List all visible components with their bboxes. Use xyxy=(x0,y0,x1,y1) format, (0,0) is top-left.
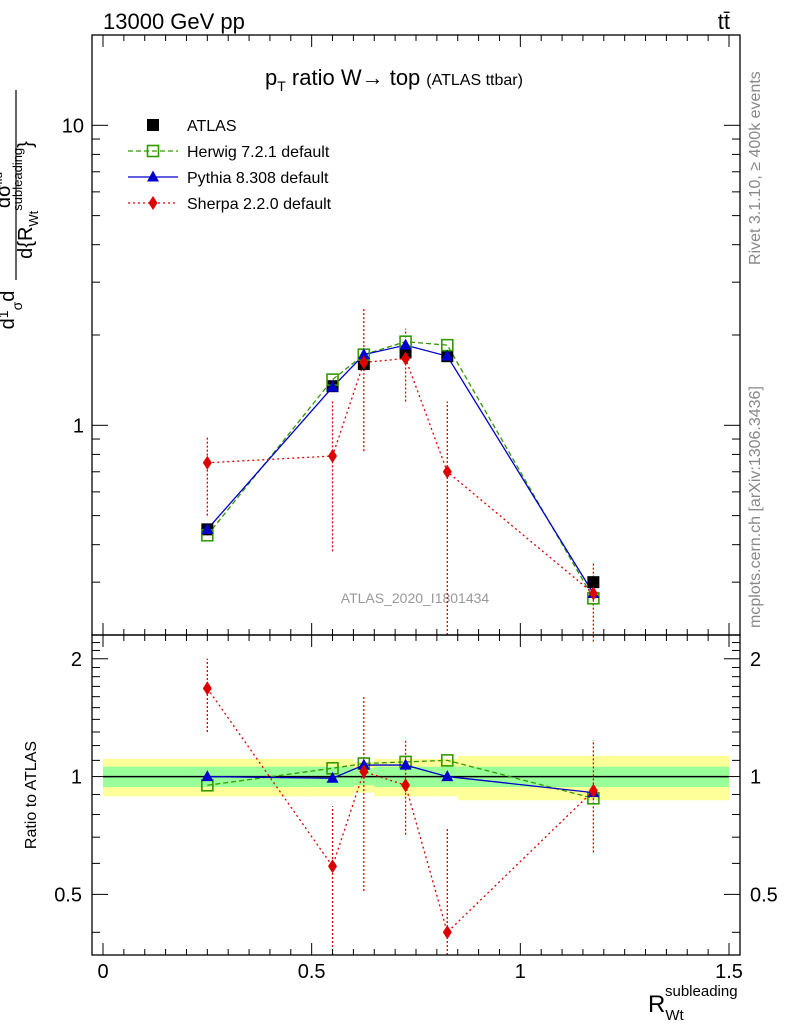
series-point xyxy=(399,338,412,350)
y-axis-label-main: d{RWtsubleading} dσfid d1σd xyxy=(0,90,41,329)
x-tick-label: 1.5 xyxy=(715,961,743,983)
legend-marker xyxy=(147,170,159,182)
mcplots-label: mcplots.cern.ch [arXiv:1306.3436] xyxy=(747,386,764,628)
series-point xyxy=(401,351,411,366)
energy-label: 13000 GeV pp xyxy=(103,9,245,34)
legend-marker xyxy=(146,144,160,158)
legend: ATLAS Herwig 7.2.1 default Pythia 8.308 de… xyxy=(128,118,332,213)
series-line xyxy=(207,357,594,595)
x-tick-label: 0.5 xyxy=(298,961,326,983)
x-tick-label: 0 xyxy=(97,961,108,983)
series-point xyxy=(202,455,212,470)
axes: 0 0.5 1 1.5 1 10 0.5 0.5 1 1 2 2 xyxy=(54,34,778,983)
ratio-series-point xyxy=(588,783,598,798)
ratio-series-line xyxy=(207,764,594,794)
ratio-series-point xyxy=(441,770,454,782)
y-axis-label-ratio: Ratio to ATLAS xyxy=(23,741,40,849)
chart-title: pT ratio W→ top (ATLAS ttbar) xyxy=(265,65,523,94)
main-plot-area xyxy=(201,308,600,642)
x-tick-label: 1 xyxy=(515,961,526,983)
series-point xyxy=(441,349,454,361)
series-point xyxy=(328,449,338,464)
ratio-y-tick-label: 2 xyxy=(71,649,82,671)
ratio-uncertainty-bands xyxy=(103,755,729,801)
series-line xyxy=(206,341,594,599)
analysis-watermark: ATLAS_2020_I1801434 xyxy=(341,590,490,606)
ratio-y-tick-label: 1 xyxy=(71,767,82,789)
series-point xyxy=(359,355,369,370)
ratio-series-point xyxy=(328,859,338,874)
series-line xyxy=(206,344,594,594)
series-point xyxy=(442,464,452,479)
x-axis-label-superscript: subleading xyxy=(665,983,738,1000)
ratio-series-point xyxy=(442,925,452,940)
y-axis-label-prefix: d1σd xyxy=(0,291,25,330)
ratio-y-tick-label-right: 2 xyxy=(750,649,761,671)
ratio-y-tick-label-right: 1 xyxy=(750,767,761,789)
ratio-series-point xyxy=(399,758,412,770)
ratio-series-line xyxy=(207,759,594,799)
x-axis-label: RWt xyxy=(648,991,685,1024)
series-point xyxy=(201,522,214,534)
ratio-y-tick-label: 0.5 xyxy=(54,884,82,906)
ratio-series-line xyxy=(206,688,594,934)
y-tick-label: 1 xyxy=(73,415,84,437)
data-point xyxy=(587,576,600,589)
legend-marker xyxy=(147,119,159,131)
y-tick-label: 10 xyxy=(62,115,84,137)
legend-label: Sherpa 2.2.0 default xyxy=(187,196,332,213)
ratio-series-point xyxy=(401,778,411,793)
rivet-label: Rivet 3.1.10, ≥ 400k events xyxy=(747,71,764,265)
legend-label: Pythia 8.308 default xyxy=(187,170,329,187)
legend-label: ATLAS xyxy=(187,118,237,135)
ratio-series-point xyxy=(359,764,369,779)
series-point xyxy=(326,380,339,392)
ratio-series-point xyxy=(202,681,212,696)
ratio-y-tick-label-right: 0.5 xyxy=(750,884,778,906)
ratio-series-point xyxy=(326,771,339,783)
legend-marker xyxy=(148,196,158,210)
series-point xyxy=(588,586,598,601)
ratio-series-point xyxy=(357,758,370,770)
process-label: tt̄ xyxy=(718,9,730,34)
series-point xyxy=(357,348,370,360)
ratio-series-point xyxy=(440,754,454,767)
ratio-plot-area xyxy=(201,658,600,955)
ratio-series-point xyxy=(201,770,214,782)
legend-label: Herwig 7.2.1 default xyxy=(187,144,330,161)
